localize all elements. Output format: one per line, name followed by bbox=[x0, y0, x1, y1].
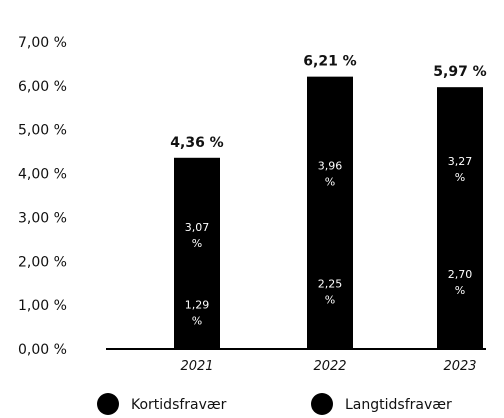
bar-segment-kortidsfravaer-2022 bbox=[307, 250, 353, 349]
y-tick-label: 4,00 % bbox=[18, 167, 67, 183]
segment-label: 2,25% bbox=[318, 278, 343, 307]
y-tick-label: 6,00 % bbox=[18, 79, 67, 95]
legend-label: Langtidsfravær bbox=[345, 397, 452, 413]
legend-marker bbox=[311, 393, 333, 415]
y-tick-label: 2,00 % bbox=[18, 254, 67, 270]
y-tick-label: 0,00 % bbox=[18, 342, 67, 358]
segment-label: 3,27% bbox=[448, 155, 473, 184]
segment-label: 2,70% bbox=[448, 268, 473, 297]
segment-label: 3,96% bbox=[318, 159, 343, 188]
y-tick-label: 3,00 % bbox=[18, 210, 67, 226]
total-label: 4,36 % bbox=[170, 135, 223, 151]
x-tick-label: 2022 bbox=[313, 359, 346, 374]
legend-label: Kortidsfravær bbox=[131, 397, 227, 413]
segment-label: 3,07% bbox=[185, 221, 210, 250]
bar-segment-langtidsfravaer-2023 bbox=[437, 87, 483, 232]
y-tick-label: 1,00 % bbox=[18, 298, 67, 314]
x-tick-label: 2023 bbox=[443, 359, 476, 374]
bars: 1,29 % 3,07 % 4,36 % 2,25 % 3,96 % 6,21 % 2,70 % 3,2… bbox=[170, 54, 487, 349]
x-axis: 2021 2022 2023 bbox=[180, 359, 476, 374]
x-tick-label: 2021 bbox=[180, 359, 213, 374]
bar-segment-langtidsfravaer-2021 bbox=[174, 157, 220, 293]
bar-segment-langtidsfravaer-2022 bbox=[307, 76, 353, 251]
y-tick-label: 7,00 % bbox=[18, 35, 67, 51]
legend: Kortidsfravær Langtidsfravær bbox=[97, 393, 452, 415]
legend-marker bbox=[97, 393, 119, 415]
total-label: 6,21 % bbox=[303, 54, 356, 70]
y-tick-label: 5,00 % bbox=[18, 123, 67, 139]
bar-segment-kortidsfravaer-2023 bbox=[437, 230, 483, 349]
y-axis: 0,00 % 1,00 % 2,00 % 3,00 % 4,00 % 5,00 % 6,00… bbox=[18, 35, 67, 358]
total-label: 5,97 % bbox=[433, 64, 486, 80]
bar-segment-kortidsfravaer-2021 bbox=[174, 292, 220, 349]
segment-label: 1,29% bbox=[185, 299, 210, 328]
